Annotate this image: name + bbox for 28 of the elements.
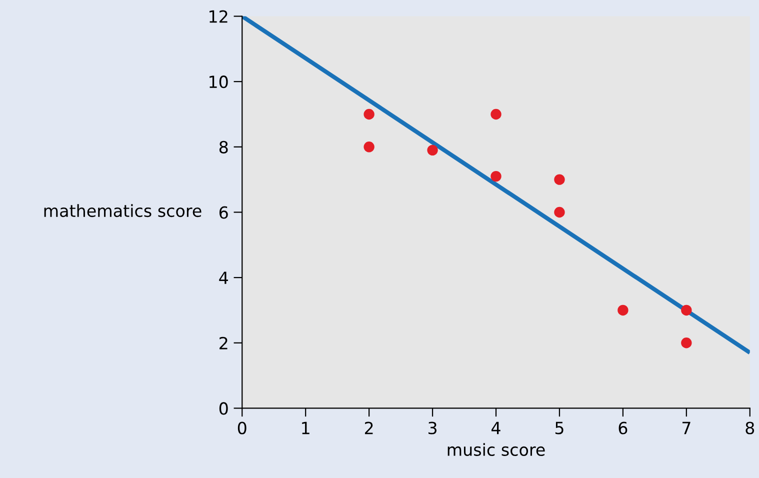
point	[554, 206, 565, 218]
x-axis-title: music score	[448, 443, 545, 456]
x-tick-label: 1	[302, 422, 310, 434]
y-tick-label: 10	[210, 76, 228, 88]
y-tick-label: 0	[219, 402, 228, 415]
point	[490, 108, 502, 120]
y-tick-label: 6	[219, 206, 228, 219]
y-tick-label: 4	[219, 272, 228, 284]
y-axis-title: mathematics score	[44, 204, 202, 218]
y-tick-label: 8	[219, 140, 228, 154]
y-tick-label: 2	[220, 336, 228, 350]
x-tick-label: 0	[238, 422, 246, 434]
x-tick-label: 7	[682, 422, 690, 434]
x-tick-label: 6	[618, 422, 628, 434]
x-tick-label: 5	[555, 422, 564, 434]
point	[554, 174, 565, 185]
point	[364, 142, 374, 152]
x-tick-label: 2	[364, 422, 373, 434]
x-tick-label: 4	[492, 422, 500, 434]
y-tick-label: 12	[210, 10, 228, 23]
point	[681, 338, 692, 348]
point	[427, 144, 438, 156]
point	[490, 170, 502, 182]
x-tick-label: 8	[746, 422, 754, 434]
point	[364, 108, 374, 120]
point	[618, 304, 628, 316]
point	[681, 304, 692, 316]
x-tick-label: 3	[428, 422, 436, 434]
